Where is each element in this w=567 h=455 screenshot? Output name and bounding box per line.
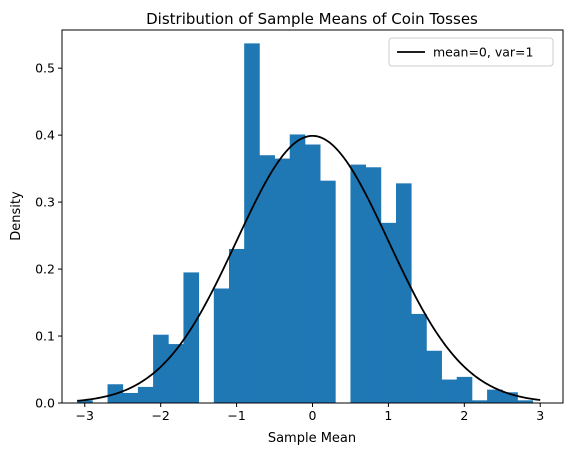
histogram-bar bbox=[244, 43, 260, 403]
histogram-bar bbox=[426, 351, 442, 403]
histogram-bar bbox=[123, 393, 139, 403]
chart-title: Distribution of Sample Means of Coin Tos… bbox=[146, 10, 478, 28]
x-axis-label: Sample Mean bbox=[268, 431, 356, 446]
histogram-bar bbox=[259, 155, 275, 403]
histogram-bar bbox=[275, 159, 291, 403]
x-tick-label: 2 bbox=[460, 408, 468, 423]
y-tick-label: 0.5 bbox=[35, 61, 55, 76]
histogram-bar bbox=[320, 181, 336, 403]
x-tick-label: −1 bbox=[227, 408, 245, 423]
x-tick-label: −3 bbox=[76, 408, 94, 423]
histogram-bar bbox=[305, 145, 321, 403]
x-tick-label: 3 bbox=[536, 408, 544, 423]
histogram-bar bbox=[229, 249, 245, 403]
histogram-bar bbox=[366, 167, 382, 403]
y-tick-label: 0.3 bbox=[35, 195, 55, 210]
histogram-bars bbox=[77, 43, 533, 403]
x-tick-label: −2 bbox=[151, 408, 169, 423]
x-axis: −3 −2 −1 0 1 2 3 bbox=[76, 403, 545, 423]
histogram-bar bbox=[411, 314, 427, 403]
histogram-bar bbox=[290, 134, 306, 403]
y-axis-label: Density bbox=[9, 191, 24, 241]
histogram-bar bbox=[350, 165, 366, 403]
legend: mean=0, var=1 bbox=[389, 38, 553, 66]
histogram-bar bbox=[138, 387, 154, 403]
histogram-bar bbox=[381, 223, 397, 403]
y-tick-label: 0.4 bbox=[35, 128, 55, 143]
histogram-bar bbox=[153, 335, 169, 403]
y-tick-label: 0.0 bbox=[35, 396, 55, 411]
histogram-bar bbox=[487, 390, 503, 403]
histogram-bar bbox=[396, 183, 412, 403]
y-tick-label: 0.2 bbox=[35, 262, 55, 277]
histogram-bar bbox=[457, 377, 473, 403]
y-tick-label: 0.1 bbox=[35, 329, 55, 344]
y-axis: 0.0 0.1 0.2 0.3 0.4 0.5 bbox=[35, 61, 62, 411]
histogram-bar bbox=[214, 288, 230, 403]
x-tick-label: 0 bbox=[309, 408, 317, 423]
histogram-bar bbox=[442, 380, 458, 403]
x-tick-label: 1 bbox=[384, 408, 392, 423]
legend-label: mean=0, var=1 bbox=[433, 45, 533, 60]
histogram-bar bbox=[168, 344, 184, 403]
